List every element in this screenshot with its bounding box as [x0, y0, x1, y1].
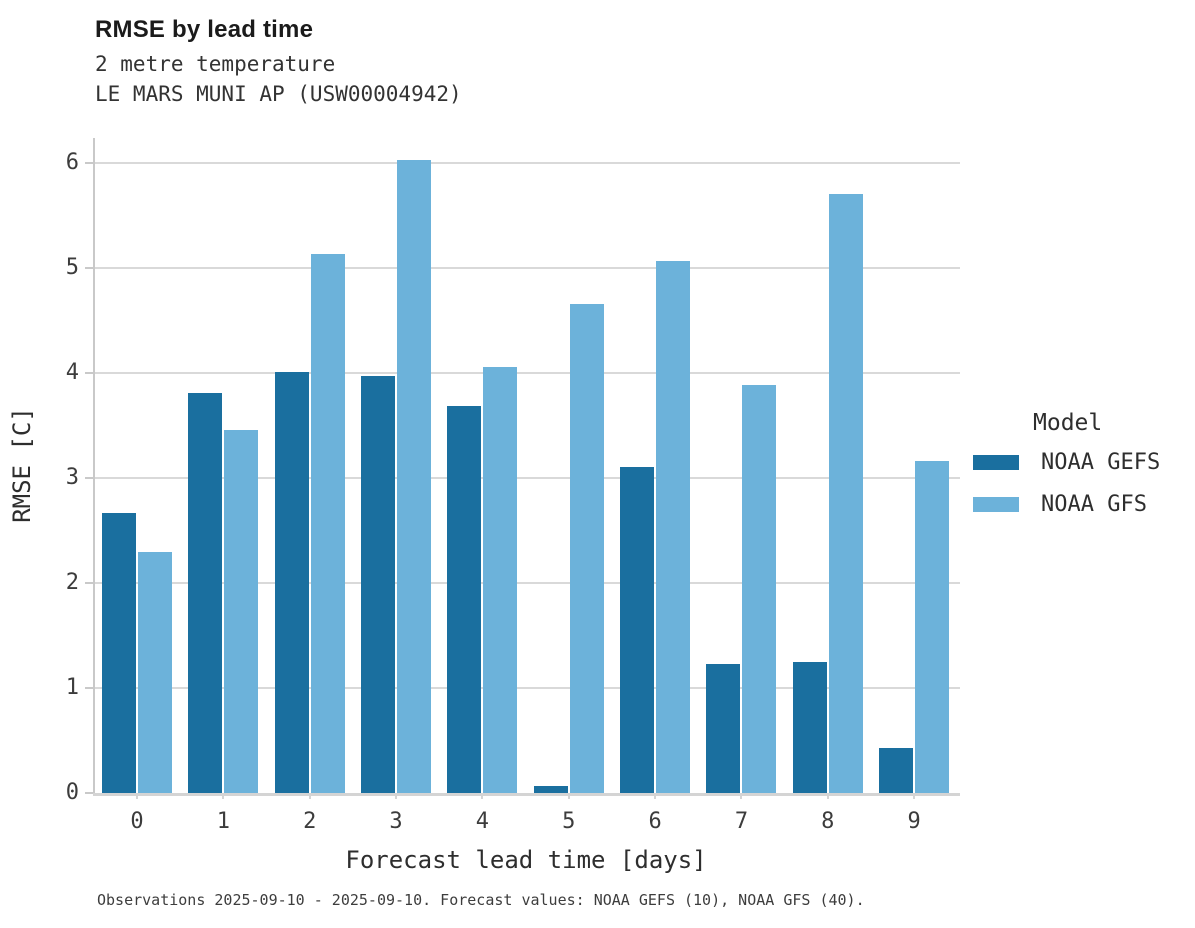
x-tick-mark-4 [481, 793, 484, 799]
legend-title: Model [1033, 410, 1103, 436]
y-tick-mark-5 [85, 267, 93, 269]
plot-area: 0 1 2 3 4 5 6 0 1 2 3 4 5 6 7 8 9 [66, 138, 960, 834]
bar-noaa-gfs-lead-9 [915, 461, 950, 793]
y-tick-label-6: 6 [65, 150, 79, 175]
x-tick-mark-2 [308, 793, 311, 799]
bar-noaa-gfs-lead-2 [310, 254, 345, 793]
bar-noaa-gfs-lead-6 [656, 261, 691, 793]
x-axis-line [93, 793, 960, 796]
x-tick-mark-1 [222, 793, 225, 799]
chart-title: RMSE by lead time [95, 16, 314, 43]
bar-noaa-gfs-lead-4 [483, 367, 518, 793]
x-tick-label-6: 6 [648, 809, 662, 834]
bar-noaa-gefs-lead-7 [706, 664, 741, 793]
y-tick-label-3: 3 [65, 465, 79, 490]
bar-noaa-gefs-lead-1 [188, 393, 223, 793]
gridline-y-5 [95, 267, 960, 269]
gridline-y-1 [95, 687, 960, 689]
y-tick-mark-0 [85, 792, 93, 794]
gridline-y-4 [95, 372, 960, 374]
gridline-y-2 [95, 582, 960, 584]
y-tick-mark-3 [85, 477, 93, 479]
x-tick-mark-6 [654, 793, 657, 799]
y-tick-mark-4 [85, 372, 93, 374]
y-tick-mark-1 [85, 687, 93, 689]
bar-noaa-gefs-lead-8 [792, 662, 827, 793]
x-tick-label-0: 0 [130, 809, 144, 834]
y-tick-label-1: 1 [65, 675, 79, 700]
gridline-y-6 [95, 162, 960, 164]
x-tick-label-1: 1 [216, 809, 230, 834]
y-tick-label-0: 0 [65, 780, 79, 805]
bar-noaa-gefs-lead-0 [102, 513, 136, 793]
x-tick-mark-7 [740, 793, 743, 799]
x-tick-label-5: 5 [562, 809, 576, 834]
x-tick-label-4: 4 [475, 809, 490, 834]
chart-subtitle-station: LE MARS MUNI AP (USW00004942) [95, 82, 462, 106]
x-tick-mark-8 [826, 793, 829, 799]
bar-noaa-gfs-lead-3 [397, 160, 432, 793]
x-tick-mark-3 [395, 793, 398, 799]
bar-noaa-gefs-lead-2 [274, 372, 309, 793]
bar-noaa-gfs-lead-7 [742, 385, 777, 793]
x-axis-title: Forecast lead time [days] [345, 846, 707, 874]
x-tick-label-7: 7 [734, 809, 749, 834]
y-tick-label-5: 5 [65, 255, 79, 280]
legend-swatch-noaa-gfs [973, 497, 1019, 512]
x-tick-label-3: 3 [389, 809, 403, 834]
bar-noaa-gfs-lead-5 [569, 304, 604, 793]
legend: Model NOAA GEFS NOAA GFS [973, 410, 1188, 534]
legend-item-noaa-gfs: NOAA GFS [973, 492, 1188, 517]
legend-label-noaa-gefs: NOAA GEFS [1041, 450, 1161, 475]
x-tick-label-2: 2 [303, 809, 317, 834]
legend-label-noaa-gfs: NOAA GFS [1041, 492, 1147, 517]
x-tick-label-8: 8 [821, 809, 835, 834]
bar-noaa-gefs-lead-6 [620, 467, 655, 793]
bar-noaa-gfs-lead-0 [138, 552, 172, 793]
x-tick-mark-0 [136, 793, 138, 799]
y-tick-label-4: 4 [65, 360, 79, 385]
y-tick-mark-2 [85, 582, 93, 584]
bar-noaa-gefs-lead-4 [447, 406, 482, 793]
y-tick-label-2: 2 [65, 570, 79, 595]
chart-subtitle-variable: 2 metre temperature [95, 52, 336, 76]
bar-noaa-gfs-lead-8 [828, 194, 863, 793]
x-tick-mark-5 [567, 793, 570, 799]
x-tick-mark-9 [913, 793, 916, 799]
x-tick-label-9: 9 [907, 809, 921, 834]
y-tick-mark-6 [85, 162, 93, 164]
y-axis-title: RMSE [C] [8, 407, 36, 523]
bar-noaa-gefs-lead-9 [879, 748, 914, 793]
bar-noaa-gefs-lead-5 [533, 786, 568, 793]
caption: Observations 2025-09-10 - 2025-09-10. Fo… [97, 891, 865, 909]
legend-item-noaa-gefs: NOAA GEFS [973, 450, 1188, 475]
gridline-y-3 [95, 477, 960, 479]
bar-noaa-gfs-lead-1 [224, 430, 259, 793]
bar-noaa-gefs-lead-3 [361, 376, 396, 793]
legend-swatch-noaa-gefs [973, 455, 1019, 470]
